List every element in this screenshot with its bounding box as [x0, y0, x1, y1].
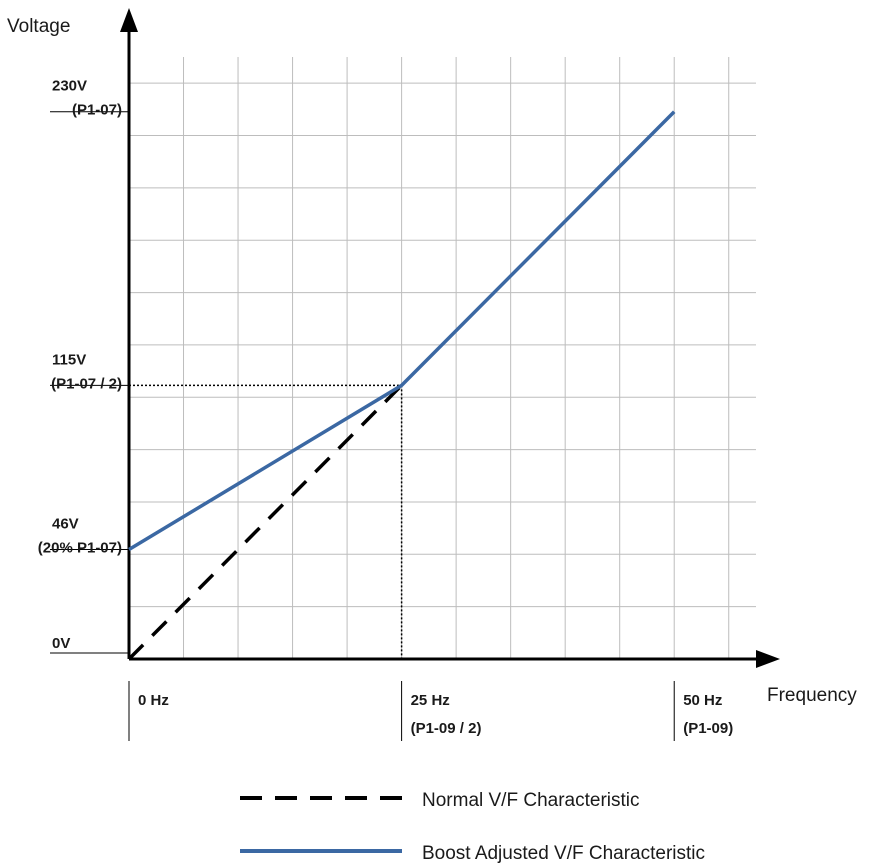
y-tick-sublabel: (P1-07) [72, 102, 122, 119]
x-tick-label: 0 Hz [138, 692, 169, 709]
y-tick-label: 46V [52, 516, 79, 533]
series-line-boost [128, 110, 676, 552]
y-tick-label: 115V [52, 351, 86, 368]
y-tick-label: 0V [52, 635, 70, 652]
series-lines [127, 110, 676, 661]
tick-labels: 0V 46V (20% P1-07) 115V (P1-07 / 2) 230V (P1-0… [38, 78, 733, 741]
y-axis-title: Voltage [7, 16, 70, 37]
series-line-normal [127, 384, 403, 661]
legend-label-boost: Boost Adjusted V/F Characteristic [422, 843, 705, 863]
x-tick-label: 25 Hz [411, 692, 450, 709]
x-tick-sublabel: (P1-09 / 2) [411, 720, 482, 737]
x-axis-title: Frequency [767, 685, 857, 706]
x-tick-sublabel: (P1-09) [683, 720, 733, 737]
y-tick-sublabel: (20% P1-07) [38, 540, 122, 557]
y-tick-sublabel: (P1-07 / 2) [51, 375, 122, 392]
axes [120, 8, 780, 668]
y-axis-arrow [120, 8, 138, 32]
legend-label-normal: Normal V/F Characteristic [422, 790, 640, 811]
y-tick-label: 230V [52, 78, 87, 95]
legend: Normal V/F Characteristic Boost Adjusted… [240, 790, 705, 863]
grid [128, 57, 756, 660]
x-tick-label: 50 Hz [683, 692, 722, 709]
x-axis-arrow [756, 650, 780, 668]
reference-lines [129, 384, 403, 659]
